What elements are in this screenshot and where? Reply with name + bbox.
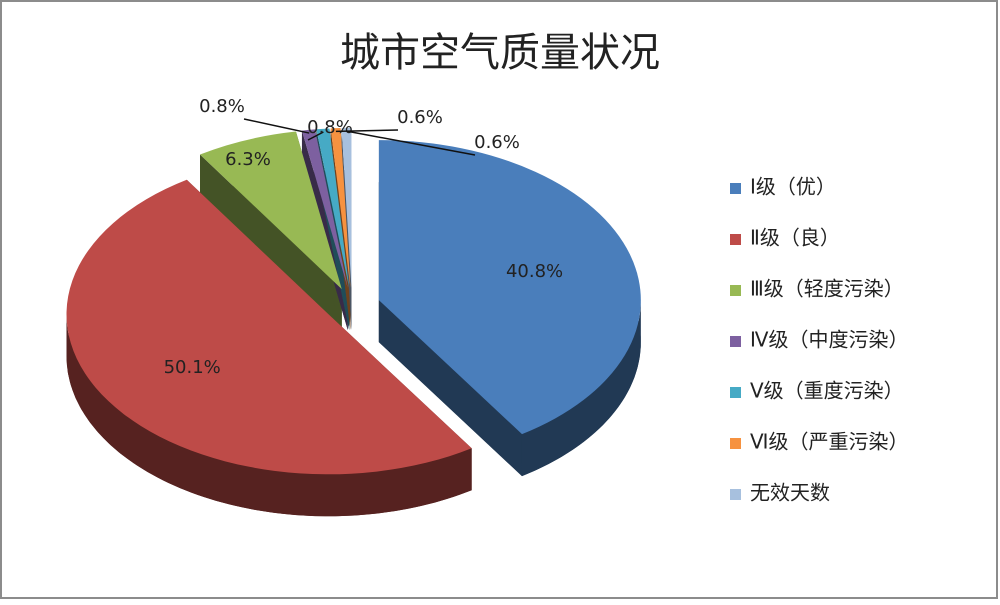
legend-label: Ⅳ级（中度污染） <box>750 328 908 352</box>
leader-line <box>346 130 476 156</box>
pie-slice <box>301 129 348 289</box>
legend-label: Ⅴ级（重度污染） <box>750 379 904 403</box>
legend-label: Ⅵ级（严重污染） <box>750 430 908 454</box>
legend-swatch <box>730 234 741 245</box>
leader-line <box>335 129 399 133</box>
legend-swatch <box>730 285 741 296</box>
data-label: 0.6% <box>474 132 520 153</box>
legend-label: Ⅰ级（优） <box>750 175 836 199</box>
slice-wall <box>66 314 472 517</box>
pie-slice <box>330 128 351 288</box>
pie-slice <box>66 179 472 475</box>
data-label: 40.8% <box>506 261 563 282</box>
legend-swatch <box>730 489 741 500</box>
data-label: 0.6% <box>397 107 443 128</box>
pie-slice <box>341 127 352 288</box>
pie-slice <box>200 131 342 290</box>
pie-slice <box>378 140 641 435</box>
slice-side <box>200 154 342 332</box>
data-label: 50.1% <box>164 357 221 378</box>
legend-swatch <box>730 183 741 194</box>
leader-line <box>243 118 310 134</box>
legend-swatch <box>730 336 741 347</box>
slice-side <box>378 300 522 477</box>
data-label: 0.8% <box>307 117 353 138</box>
chart-title: 城市空气质量状况 <box>340 30 660 76</box>
pie-slice <box>316 128 350 288</box>
legend-label: Ⅲ级（轻度污染） <box>750 277 904 301</box>
legend-label: 无效天数 <box>750 481 830 505</box>
slice-wall <box>521 300 641 477</box>
legend-swatch <box>730 387 741 398</box>
data-label: 6.3% <box>225 149 271 170</box>
leader-line <box>307 131 324 141</box>
data-label: 0.8% <box>199 96 245 117</box>
legend-label: Ⅱ级（良） <box>750 226 840 250</box>
legend-swatch <box>730 438 741 449</box>
